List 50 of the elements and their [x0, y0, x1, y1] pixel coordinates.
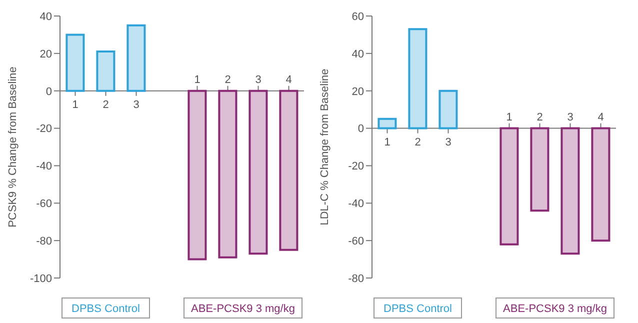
y-tick-label: -40: [36, 160, 52, 173]
y-tick-label: 40: [40, 10, 52, 23]
y-tick-label: 40: [352, 48, 364, 60]
y-axis-title: PCSK9 % Change from Baseline: [6, 66, 19, 228]
y-tick-label: 20: [352, 86, 364, 98]
y-tick-label: 20: [40, 48, 52, 60]
bar: [591, 127, 610, 242]
x-tick-label: 2: [224, 74, 231, 86]
y-tick-label: -80: [348, 272, 364, 285]
bar: [378, 118, 397, 130]
x-tick-label: 2: [414, 136, 421, 148]
x-tick-label: 3: [567, 111, 574, 124]
bar: [438, 90, 458, 130]
text: DPBS Control: [384, 303, 452, 315]
x-tick-label: 1: [72, 98, 78, 111]
x-tick-label: 3: [445, 136, 452, 148]
y-axis-title: LDL-C % Change from Baseline: [318, 68, 331, 226]
x-tick-label: 3: [133, 98, 140, 111]
y-tick-label: -60: [348, 235, 364, 248]
y-tick-label: -40: [348, 198, 364, 210]
x-tick-label: 1: [384, 136, 390, 148]
bar: [188, 90, 207, 260]
bar: [248, 90, 268, 255]
y-tick-label: 60: [352, 10, 364, 23]
y-tick-label: -60: [36, 198, 52, 210]
x-tick-label: 4: [286, 74, 292, 86]
bar: [96, 50, 116, 92]
x-tick-label: 1: [506, 111, 512, 124]
text: DPBS Control: [72, 303, 140, 315]
y-tick-label: -20: [36, 123, 52, 136]
bar: [500, 127, 519, 246]
bar: [126, 24, 146, 92]
x-tick-label: 4: [598, 111, 604, 124]
bar: [218, 90, 238, 258]
text: ABE-PCSK9 3 mg/kg: [191, 303, 295, 315]
y-tick-label: -80: [36, 235, 52, 248]
y-tick-label: 0: [358, 123, 364, 136]
x-tick-label: 2: [102, 98, 109, 111]
bar: [279, 90, 298, 251]
x-tick-label: 1: [194, 74, 200, 86]
bar: [530, 127, 550, 212]
bar: [66, 34, 85, 92]
y-tick-label: -100: [30, 272, 52, 285]
y-tick-label: 0: [46, 86, 52, 98]
x-tick-label: 2: [536, 111, 543, 124]
bar: [408, 28, 428, 130]
text: ABE-PCSK9 3 mg/kg: [503, 303, 607, 315]
x-tick-label: 3: [255, 74, 262, 86]
bar: [560, 127, 580, 255]
y-tick-label: -20: [348, 160, 364, 173]
